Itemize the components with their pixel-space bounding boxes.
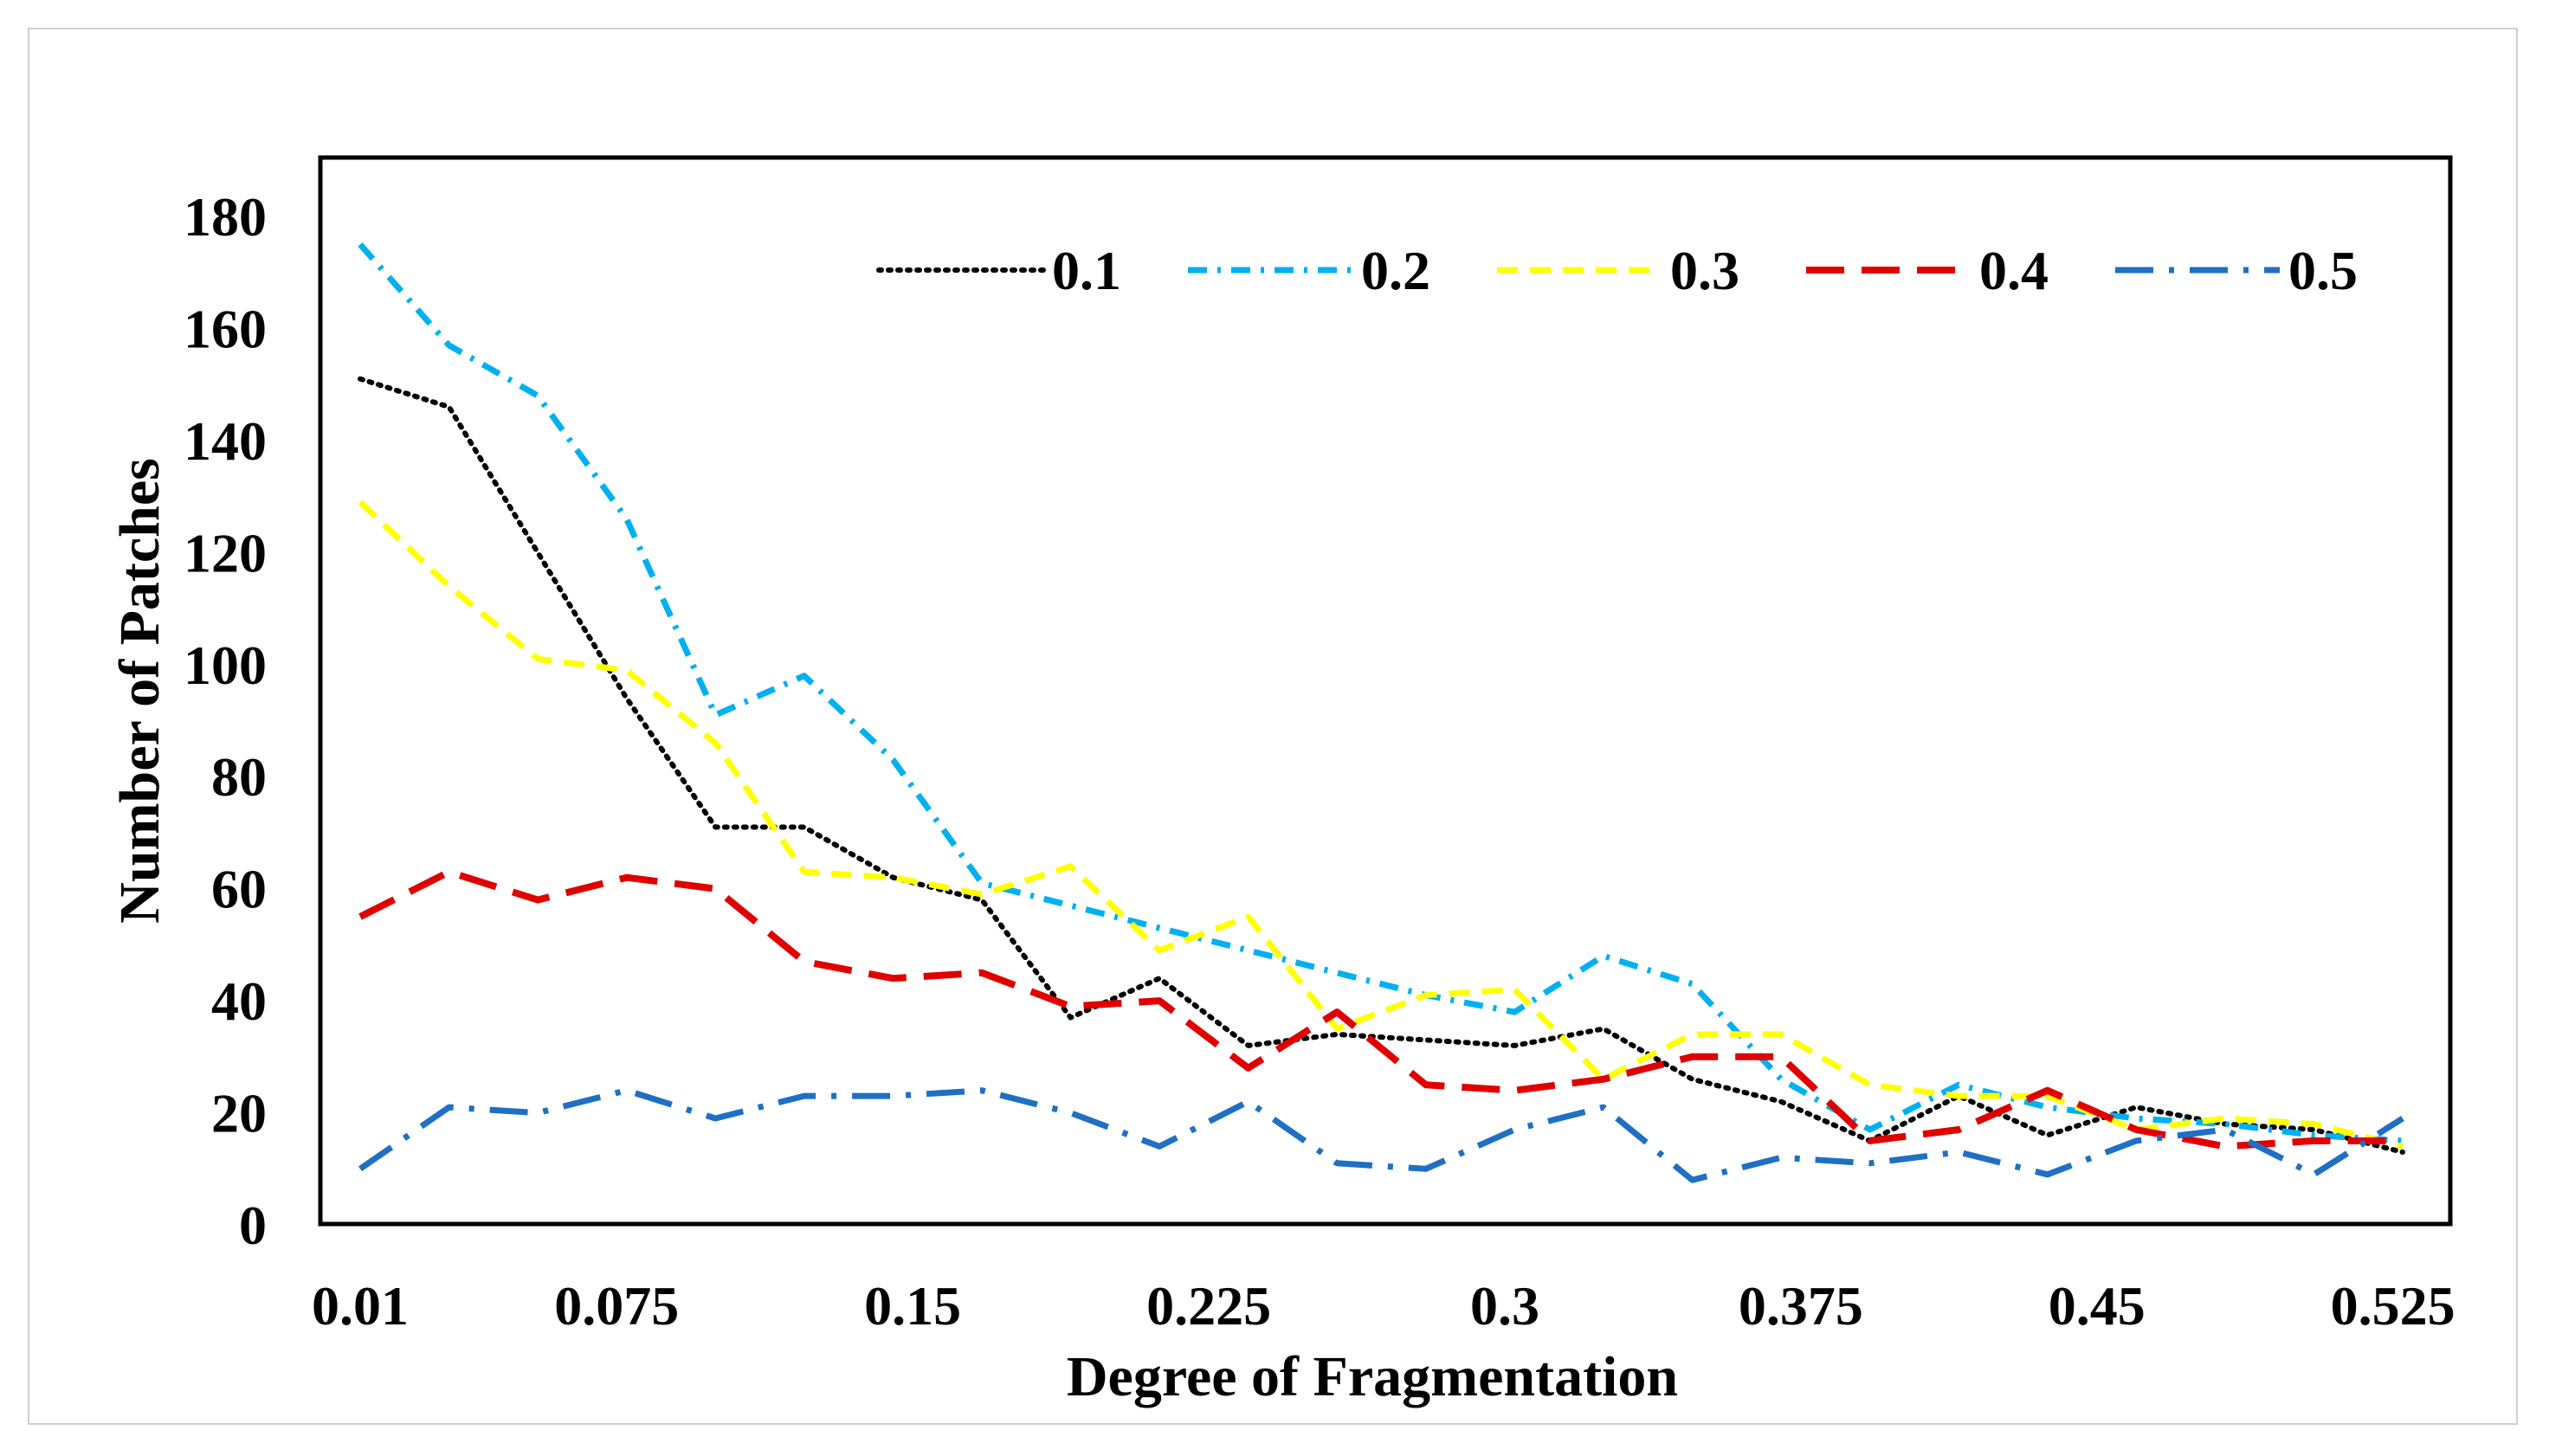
plot-area	[318, 155, 2453, 1227]
series-line-1	[358, 376, 2405, 1155]
y-axis-ticks: 0 20 40 60 80 100 120 140 160 180	[184, 186, 267, 1256]
legend-label-2: 0.2	[1361, 240, 1430, 301]
legend-label-4: 0.4	[1979, 240, 2049, 301]
y-tick-label: 80	[211, 746, 267, 808]
legend: 0.1 0.2 0.3 0.4 0.5	[876, 240, 2358, 301]
y-tick-label: 140	[184, 410, 267, 472]
series-line-5	[358, 1087, 2404, 1183]
legend-label-3: 0.3	[1670, 240, 1739, 301]
legend-label-5: 0.5	[2288, 240, 2358, 301]
x-axis-title: Degree of Fragmentation	[1067, 1345, 1678, 1408]
y-tick-label: 160	[184, 298, 267, 359]
x-tick-label: 0.3	[1470, 1275, 1539, 1337]
x-tick-label: 0.525	[2331, 1275, 2455, 1337]
y-tick-label: 60	[211, 859, 267, 920]
y-tick-label: 40	[211, 970, 267, 1032]
series-line-3	[358, 499, 2404, 1150]
x-tick-label: 0.15	[864, 1275, 961, 1337]
series-line-4	[358, 868, 2403, 1150]
x-tick-label: 0.075	[554, 1275, 679, 1337]
x-tick-label: 0.01	[312, 1275, 409, 1337]
y-tick-label: 100	[184, 635, 267, 696]
series-lines	[358, 242, 2405, 1183]
x-axis-ticks: 0.01 0.075 0.15 0.225 0.3 0.375 0.45 0.525	[312, 1275, 2455, 1337]
legend-label-1: 0.1	[1052, 240, 1121, 301]
series-line-2	[358, 242, 2404, 1144]
y-axis-title: Number of Patches	[108, 458, 171, 924]
y-tick-label: 120	[184, 522, 267, 583]
y-tick-label: 0	[239, 1195, 267, 1256]
x-tick-label: 0.45	[2049, 1275, 2146, 1337]
y-tick-label: 20	[211, 1083, 267, 1144]
x-tick-label: 0.375	[1739, 1275, 1863, 1337]
y-tick-label: 180	[184, 186, 267, 248]
x-tick-label: 0.225	[1146, 1275, 1271, 1337]
